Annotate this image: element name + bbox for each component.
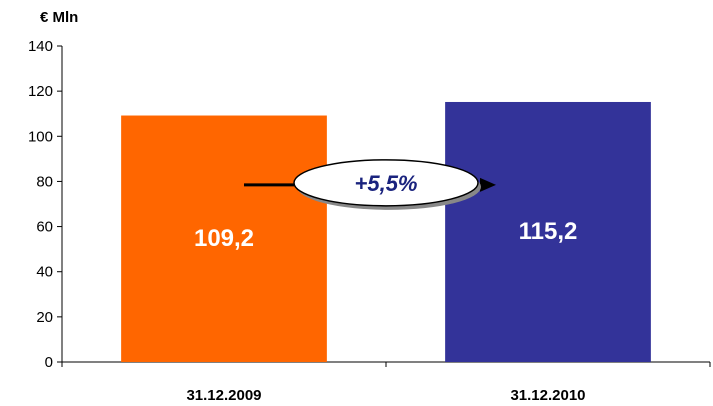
growth-arrow-head xyxy=(480,177,496,192)
bar-value-label: 115,2 xyxy=(519,218,578,245)
growth-ellipse xyxy=(293,159,479,207)
y-tick-label: 20 xyxy=(36,309,53,326)
y-tick-label: 40 xyxy=(36,264,53,281)
bar-value-label: 109,2 xyxy=(194,225,254,252)
growth-percent-label: +5,5% xyxy=(355,171,418,196)
bar xyxy=(445,101,651,362)
x-category-label: 31.12.2009 xyxy=(186,387,261,404)
y-tick-label: 80 xyxy=(36,173,53,190)
category-labels: 31.12.2009 31.12.2010 xyxy=(186,387,585,404)
x-category-label: 31.12.2010 xyxy=(510,387,585,404)
y-tick-label: 100 xyxy=(28,128,53,145)
y-tick-label: 60 xyxy=(36,219,53,236)
bars: 109,2 115,2 xyxy=(121,101,651,363)
y-axis: 0 20 40 60 80 100 120 140 xyxy=(28,38,63,371)
y-tick-label: 140 xyxy=(28,38,53,55)
bar xyxy=(121,115,327,363)
unit-label: € Mln xyxy=(40,9,78,26)
x-axis xyxy=(61,361,711,367)
growth-annotation: +5,5% xyxy=(244,159,496,210)
y-tick-label: 0 xyxy=(45,354,53,371)
y-tick-label: 120 xyxy=(28,83,53,100)
